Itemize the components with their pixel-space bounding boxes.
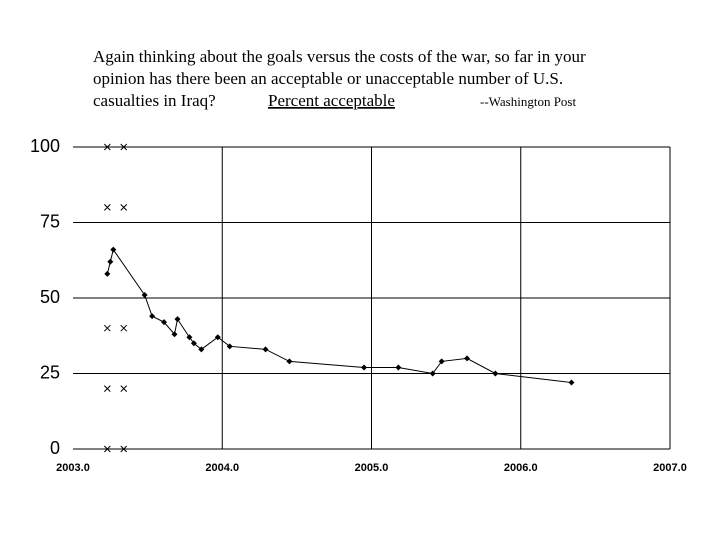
x-tick-label: 2005.0 — [355, 462, 389, 474]
data-point — [464, 355, 471, 362]
data-point — [174, 316, 181, 323]
x-marker — [103, 204, 111, 211]
x-marker — [120, 445, 128, 453]
data-point — [262, 346, 269, 353]
x-marker — [120, 143, 128, 151]
y-tick-label: 25 — [40, 362, 60, 382]
y-tick-label: 100 — [30, 136, 60, 156]
data-point — [141, 291, 148, 298]
data-point — [568, 379, 575, 386]
data-point — [214, 334, 221, 341]
x-marker — [103, 143, 111, 151]
subtitle: Percent acceptable — [268, 91, 395, 110]
x-tick-label: 2004.0 — [205, 462, 239, 474]
data-point — [190, 340, 197, 347]
title-line: opinion has there been an acceptable or … — [93, 69, 563, 88]
data-point — [361, 364, 368, 371]
data-point — [171, 331, 178, 338]
data-point — [286, 358, 293, 365]
title-line: casualties in Iraq? — [93, 91, 216, 110]
data-line — [106, 248, 572, 384]
source: --Washington Post — [480, 94, 576, 109]
x-marker — [120, 385, 128, 392]
y-tick-label: 75 — [40, 211, 60, 231]
data-point — [429, 370, 436, 377]
data-point — [186, 334, 193, 341]
data-point — [198, 346, 205, 353]
title-line: Again thinking about the goals versus th… — [93, 47, 586, 66]
x-marker — [103, 385, 111, 392]
data-point — [161, 319, 168, 326]
data-point — [110, 246, 117, 253]
data-point — [395, 364, 402, 371]
data-point — [107, 258, 114, 265]
x-tick-label: 2007.0 — [653, 462, 687, 474]
x-marker — [120, 324, 128, 332]
data-point — [492, 370, 499, 377]
data-point — [149, 313, 156, 320]
data-point — [104, 270, 111, 277]
y-tick-label: 0 — [50, 438, 60, 458]
x-marker — [120, 204, 128, 211]
data-point — [226, 343, 233, 350]
x-marker — [103, 324, 111, 332]
x-marker — [103, 445, 111, 453]
y-tick-label: 50 — [40, 287, 60, 307]
x-tick-label: 2003.0 — [56, 462, 90, 474]
x-tick-label: 2006.0 — [504, 462, 538, 474]
data-point — [438, 358, 445, 365]
